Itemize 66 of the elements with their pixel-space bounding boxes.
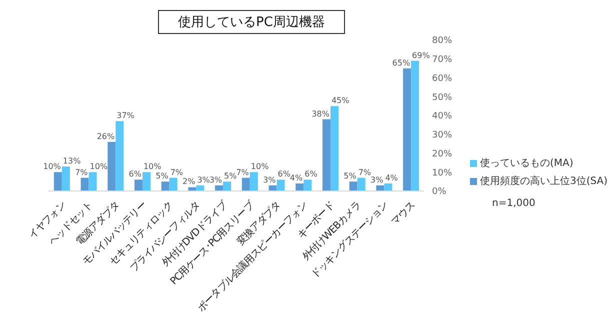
- y-tick-label: 40%: [432, 112, 452, 122]
- data-label: 10%: [250, 162, 270, 172]
- data-label: 5%: [224, 172, 238, 181]
- data-label: 7%: [75, 168, 88, 177]
- bar: [250, 172, 258, 191]
- bar: [349, 182, 358, 191]
- bar: [296, 183, 304, 191]
- data-label: 2%: [182, 177, 196, 186]
- y-tick-label: 0%: [432, 187, 447, 198]
- bar: [134, 180, 142, 191]
- bar: [357, 178, 366, 191]
- data-label: 69%: [412, 50, 430, 60]
- x-tick-label: マウス: [390, 200, 418, 228]
- legend-label: 使っているもの(MA): [480, 157, 574, 170]
- chart-title: 使用しているPC周辺機器: [158, 10, 345, 34]
- data-label: 10%: [143, 162, 162, 172]
- bar: [80, 178, 89, 191]
- bar: [411, 60, 420, 191]
- data-label: 4%: [290, 173, 304, 182]
- data-label: 37%: [116, 111, 135, 120]
- data-label: 38%: [312, 109, 330, 118]
- data-label: 7%: [236, 168, 250, 177]
- bar: [403, 68, 412, 191]
- bar: [223, 182, 232, 191]
- data-label: 5%: [156, 172, 169, 181]
- bar: [188, 187, 196, 191]
- y-tick-label: 10%: [432, 168, 452, 178]
- y-tick-label: 50%: [432, 92, 452, 103]
- bar: [322, 119, 330, 191]
- y-tick-label: 60%: [432, 74, 452, 84]
- data-label: 6%: [128, 170, 142, 179]
- bar: [108, 142, 116, 191]
- bar: [54, 172, 62, 191]
- data-label: 7%: [170, 168, 184, 177]
- bar: [169, 178, 178, 191]
- data-label: 13%: [62, 156, 82, 166]
- bar: [384, 183, 392, 191]
- y-tick-label: 80%: [432, 36, 452, 46]
- data-label: 3%: [370, 175, 384, 184]
- data-label: 10%: [90, 162, 108, 172]
- bar: [161, 182, 170, 191]
- y-tick-label: 20%: [432, 149, 452, 160]
- bar: [142, 172, 150, 191]
- data-label: 3%: [263, 175, 276, 184]
- y-tick-label: 30%: [432, 130, 452, 141]
- data-label: 10%: [43, 162, 62, 172]
- data-label: 6%: [304, 170, 318, 179]
- data-label: 4%: [385, 173, 398, 182]
- data-label: 3%: [209, 175, 222, 184]
- y-tick-label: 70%: [432, 55, 452, 66]
- data-label: 65%: [392, 58, 410, 68]
- data-label: 6%: [278, 170, 291, 179]
- bar: [330, 106, 338, 191]
- legend-label: 使用頻度の高い上位3位(SA): [480, 174, 608, 188]
- data-label: 7%: [358, 168, 372, 177]
- bar: [276, 180, 285, 191]
- data-label: 5%: [344, 172, 357, 181]
- data-label: 45%: [331, 96, 350, 106]
- bar: [242, 178, 250, 191]
- text: n=1,000: [492, 198, 536, 209]
- bar: [304, 180, 312, 191]
- data-label: 26%: [96, 132, 116, 141]
- data-label: 3%: [197, 175, 210, 184]
- bar: [116, 121, 124, 191]
- bar: [62, 166, 70, 191]
- bar: [88, 172, 97, 191]
